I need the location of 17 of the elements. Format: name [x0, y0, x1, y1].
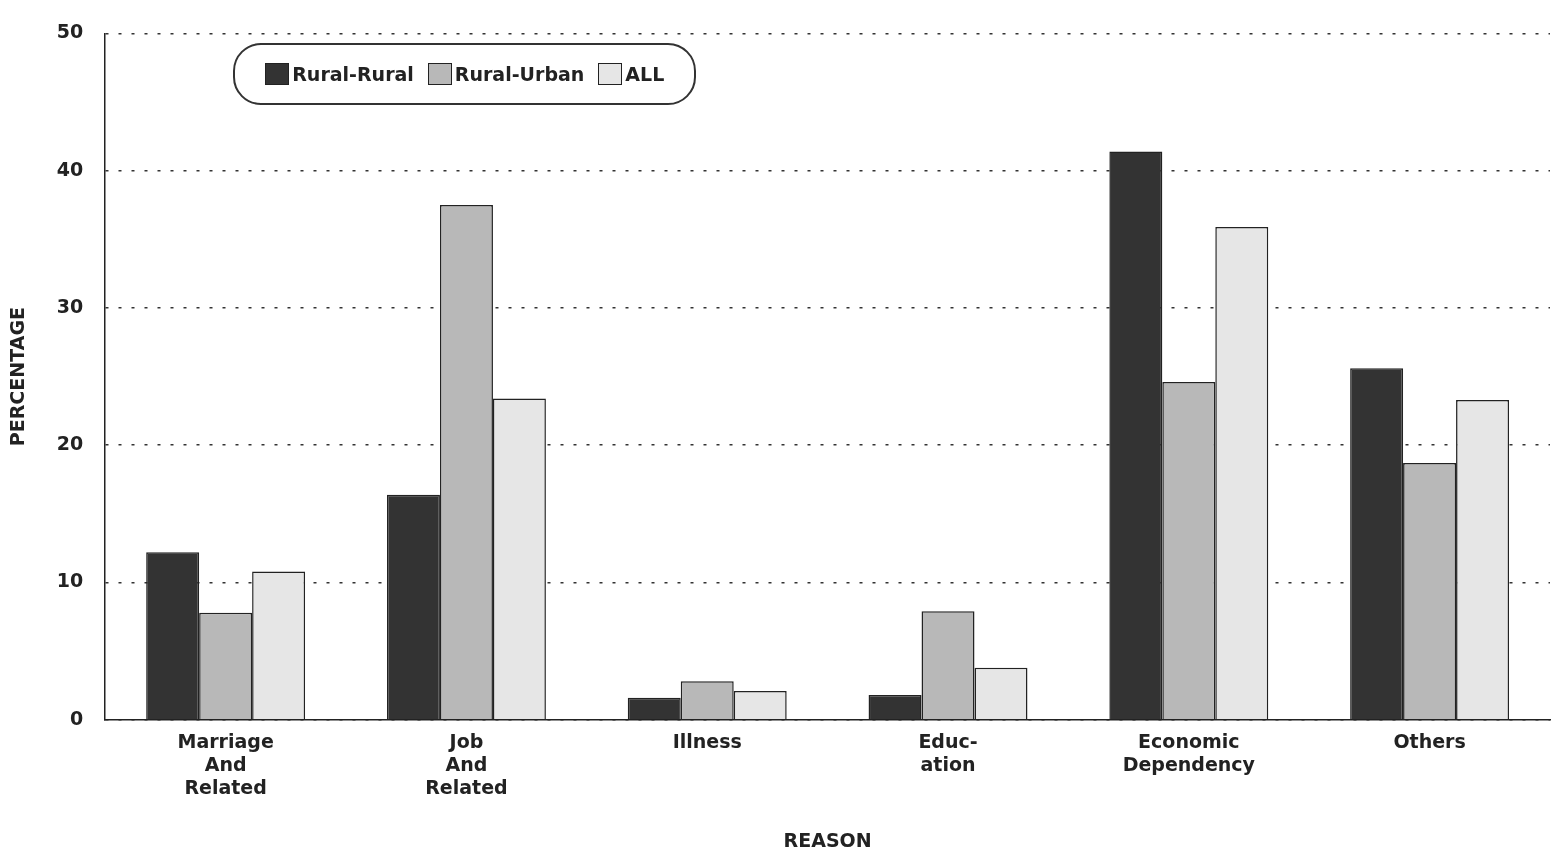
legend-label: Rural-Rural	[292, 63, 414, 86]
x-tick-label: Others	[1393, 730, 1466, 753]
legend-label: ALL	[625, 63, 665, 86]
y-tick-label: 30	[56, 294, 84, 317]
x-axis-title: REASON	[783, 828, 872, 851]
y-axis-title: PERCENTAGE	[6, 307, 29, 447]
y-tick-label: 0	[70, 706, 84, 729]
y-tick-label: 50	[56, 20, 84, 43]
legend-label: Rural-Urban	[454, 63, 585, 86]
x-tick-label: Illness	[672, 730, 742, 753]
x-tick-label: Job And Related	[425, 730, 508, 798]
y-tick-label: 40	[56, 157, 84, 180]
x-tick-label: Educ- ation	[918, 730, 978, 775]
x-tick-label: Marriage And Related	[177, 730, 274, 798]
y-tick-label: 10	[56, 569, 84, 592]
y-tick-label: 20	[56, 432, 84, 455]
x-tick-label: Economic Dependency	[1122, 730, 1256, 775]
